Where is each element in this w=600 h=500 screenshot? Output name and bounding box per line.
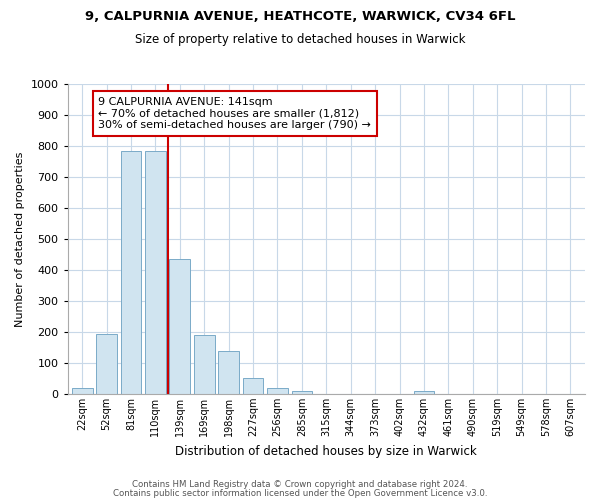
Bar [145,151,166,394]
Y-axis label: Number of detached properties: Number of detached properties [15,152,25,327]
Bar [267,388,288,394]
Text: Contains HM Land Registry data © Crown copyright and database right 2024.: Contains HM Land Registry data © Crown c… [132,480,468,489]
Bar [169,260,190,394]
Text: 9, CALPURNIA AVENUE, HEATHCOTE, WARWICK, CV34 6FL: 9, CALPURNIA AVENUE, HEATHCOTE, WARWICK,… [85,10,515,23]
Bar [218,350,239,394]
Text: Contains public sector information licensed under the Open Government Licence v3: Contains public sector information licen… [113,488,487,498]
Text: Size of property relative to detached houses in Warwick: Size of property relative to detached ho… [135,32,465,46]
X-axis label: Distribution of detached houses by size in Warwick: Distribution of detached houses by size … [175,444,477,458]
Bar [96,334,117,394]
Text: 9 CALPURNIA AVENUE: 141sqm
← 70% of detached houses are smaller (1,812)
30% of s: 9 CALPURNIA AVENUE: 141sqm ← 70% of deta… [98,97,371,130]
Bar [242,378,263,394]
Bar [194,335,215,394]
Bar [292,391,312,394]
Bar [413,391,434,394]
Bar [72,388,92,394]
Bar [121,151,142,394]
